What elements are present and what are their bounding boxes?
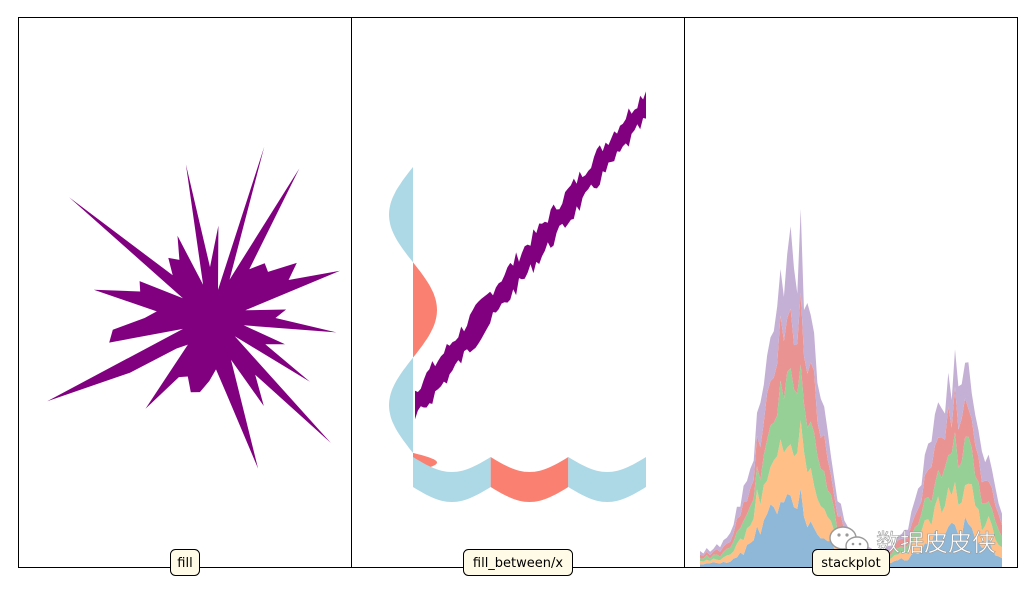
stack-layer [700,208,1002,556]
stack-layer [700,488,1002,567]
fillbetween-ribbon [568,457,646,502]
label-fill: fill [177,556,192,571]
watermark: 数据皮皮侠 [829,526,996,557]
label-fill-between: fill_between/x [473,556,564,571]
fillbetweenx-lobe [389,167,413,263]
fillbetween-ribbon [413,457,491,502]
fillbetween-ribbon [490,457,569,502]
panel-fill-between [351,17,685,568]
stack-layer [700,420,1002,565]
fillbetween-band [415,91,646,420]
fillbetweenx-lobe [389,357,413,453]
label-stackplot: stackplot [821,556,880,571]
label-fill-between-box: fill_between/x [463,549,573,576]
panel-fill [18,17,352,568]
fill-polygon [47,146,340,469]
stackplot-layers [700,208,1002,567]
watermark-text: 数据皮皮侠 [876,529,996,557]
label-fill-box: fill [170,549,200,576]
panel-stackplot [684,17,1018,568]
fillbetweenx-lobe [413,262,437,358]
fill-between-areas [389,91,646,502]
stack-layer [700,364,1002,562]
stack-layer [700,292,1002,559]
label-stackplot-box: stackplot [812,549,890,576]
